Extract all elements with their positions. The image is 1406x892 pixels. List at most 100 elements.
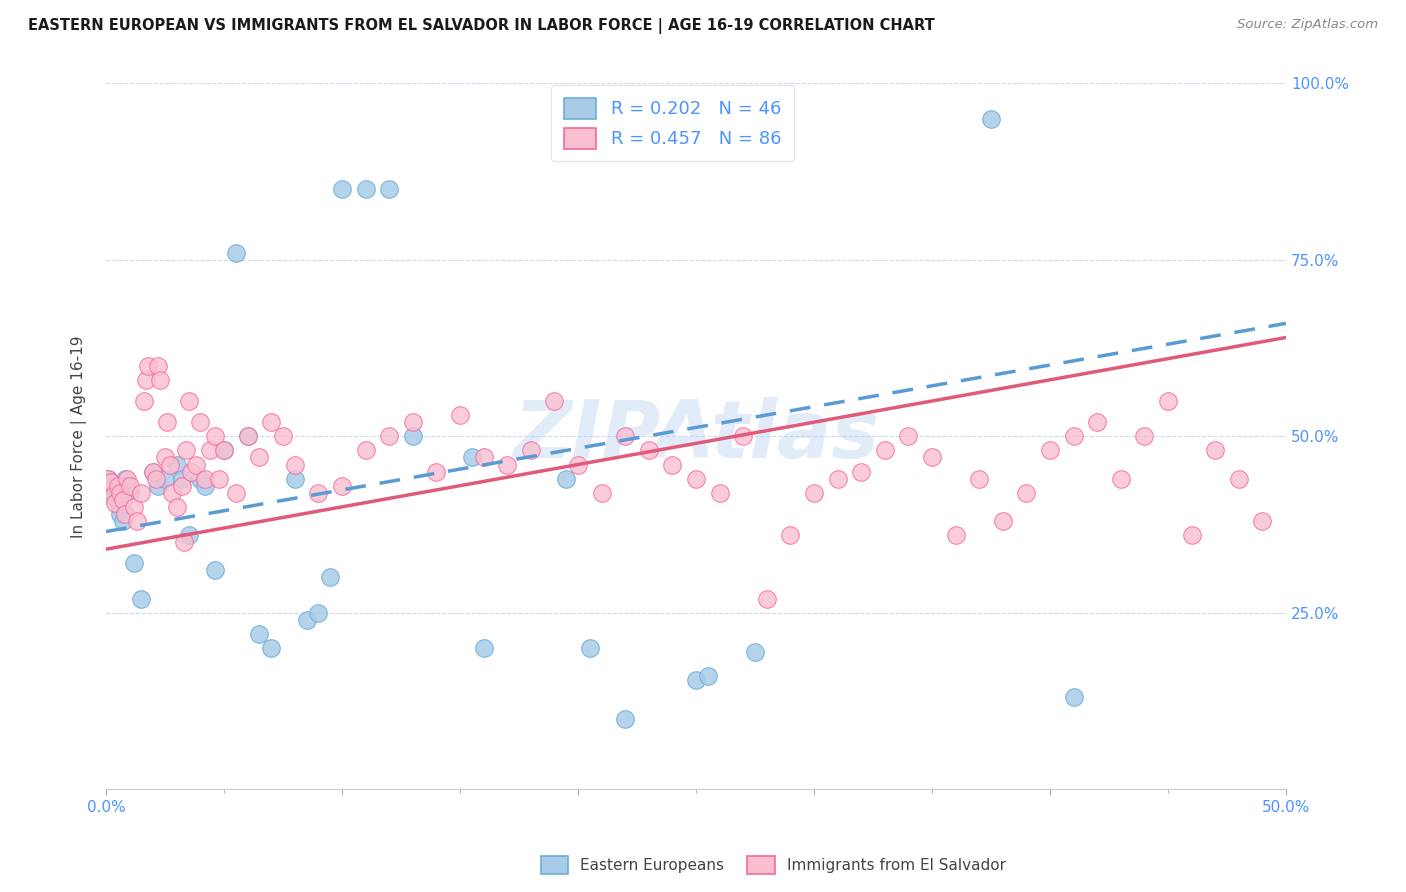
Point [236,429,259,443]
Point [166,500,188,514]
Point [733,429,755,443]
Point [1133,429,1156,443]
Legend: Eastern Europeans, Immigrants from El Salvador: Eastern Europeans, Immigrants from El Sa… [534,850,1012,880]
Point [177,528,200,542]
Point [1251,514,1274,528]
Point [166,458,188,472]
Point [1063,690,1085,705]
Point [146,359,169,373]
Point [897,429,920,443]
Point [124,557,146,571]
Point [132,394,155,409]
Point [271,429,294,443]
Point [945,528,967,542]
Point [153,472,176,486]
Point [156,415,179,429]
Point [779,528,801,542]
Point [921,450,943,465]
Point [108,500,131,514]
Point [284,472,307,486]
Point [177,394,200,409]
Point [125,514,148,528]
Point [118,485,141,500]
Point [578,640,600,655]
Point [208,472,231,486]
Point [1063,429,1085,443]
Point [173,535,195,549]
Text: Source: ZipAtlas.com: Source: ZipAtlas.com [1237,18,1378,31]
Point [174,443,197,458]
Text: ZIPAtlas: ZIPAtlas [513,397,879,475]
Point [472,450,495,465]
Point [100,475,122,490]
Point [108,485,131,500]
Point [1039,443,1062,458]
Point [472,640,495,655]
Point [225,485,247,500]
Point [101,489,124,503]
Point [198,443,221,458]
Point [284,458,307,472]
Point [184,458,207,472]
Point [827,472,849,486]
Point [402,415,425,429]
Point [543,394,565,409]
Point [170,472,193,486]
Point [114,472,136,486]
Point [461,450,484,465]
Point [637,443,659,458]
Point [591,485,613,500]
Point [212,443,235,458]
Point [146,478,169,492]
Point [1015,485,1038,500]
Point [709,485,731,500]
Point [402,429,425,443]
Point [212,443,235,458]
Point [107,478,129,492]
Point [1085,415,1108,429]
Point [354,182,377,196]
Point [170,478,193,492]
Point [142,465,165,479]
Point [247,450,270,465]
Point [980,112,1002,126]
Point [124,500,146,514]
Point [1180,528,1202,542]
Point [190,415,212,429]
Point [1109,472,1132,486]
Point [354,443,377,458]
Point [849,465,872,479]
Point [160,485,183,500]
Point [145,472,167,486]
Point [100,475,122,490]
Point [449,408,471,422]
Point [614,429,637,443]
Legend: R = 0.202   N = 46, R = 0.457   N = 86: R = 0.202 N = 46, R = 0.457 N = 86 [551,86,794,161]
Point [159,458,181,472]
Point [967,472,990,486]
Point [307,485,329,500]
Point [118,478,141,492]
Point [115,478,138,492]
Point [803,485,825,500]
Point [614,712,637,726]
Point [104,496,127,510]
Point [496,458,519,472]
Point [101,485,124,500]
Point [204,429,226,443]
Point [190,472,212,486]
Point [425,465,447,479]
Point [153,450,176,465]
Point [104,489,127,503]
Point [307,606,329,620]
Point [247,627,270,641]
Point [225,245,247,260]
Point [97,472,120,486]
Point [111,514,134,528]
Point [114,507,136,521]
Point [1204,443,1226,458]
Point [260,415,283,429]
Text: EASTERN EUROPEAN VS IMMIGRANTS FROM EL SALVADOR IN LABOR FORCE | AGE 16-19 CORRE: EASTERN EUROPEAN VS IMMIGRANTS FROM EL S… [28,18,935,34]
Point [131,485,153,500]
Point [260,640,283,655]
